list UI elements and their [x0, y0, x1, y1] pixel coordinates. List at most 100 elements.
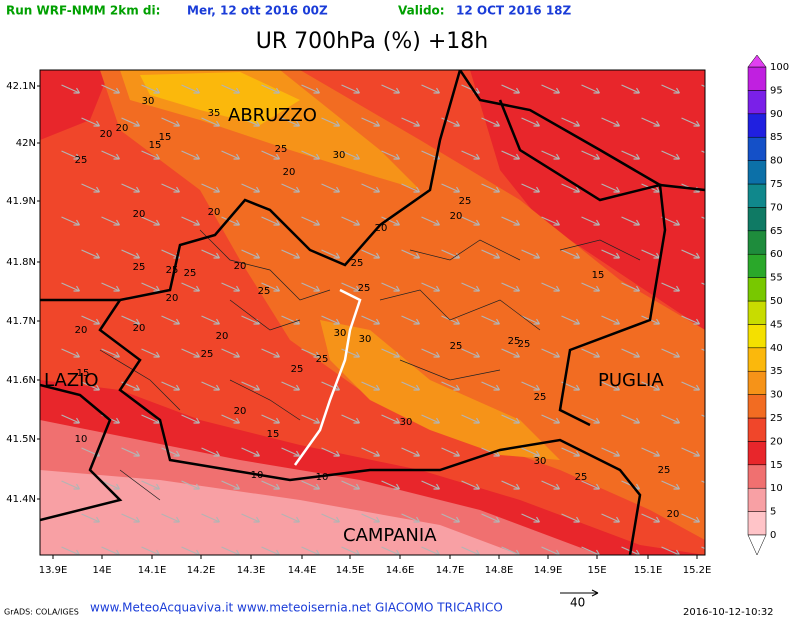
wind-arrow [722, 514, 740, 522]
map-frame [39, 69, 706, 556]
wind-arrow [341, 546, 361, 555]
wind-arrow [361, 381, 381, 391]
wind-arrow [321, 117, 341, 127]
wind-arrow [341, 348, 361, 358]
wind-arrow [521, 315, 541, 325]
contour-label: 25 [358, 283, 371, 294]
wind-arrow [61, 282, 81, 292]
contour-label: 25 [316, 354, 329, 365]
wind-arrow [101, 150, 121, 160]
run-date: Mer, 12 ott 2016 00Z [187, 4, 328, 18]
colorbar-swatch [747, 324, 767, 349]
colorbar-label: 85 [770, 132, 783, 143]
contour-label: 10 [75, 434, 88, 445]
wind-arrow [81, 315, 101, 325]
colorbar-label: 55 [770, 273, 783, 284]
wind-arrow [481, 117, 501, 127]
contour-label: 25 [275, 144, 288, 155]
wind-arrow [581, 216, 601, 226]
wind-arrow [301, 84, 321, 94]
contour-label: 15 [592, 270, 605, 281]
wind-arrow [401, 381, 421, 391]
wind-arrow [261, 216, 281, 226]
wind-vectors [61, 84, 740, 555]
wind-arrow [501, 282, 521, 292]
wind-arrow [581, 282, 601, 292]
wind-arrow [361, 513, 381, 523]
vector-scale: 40 [570, 596, 585, 610]
colorbar-swatch [747, 253, 767, 278]
wind-arrow [161, 315, 181, 325]
wind-arrow [361, 183, 381, 193]
lon-label: 15.1E [634, 565, 663, 576]
wind-arrow [261, 150, 281, 160]
field-30 [320, 320, 560, 460]
wind-arrow [581, 480, 601, 490]
wind-arrow [521, 447, 541, 457]
colorbar-swatch [747, 487, 767, 512]
molise-campania-border [293, 288, 362, 466]
wind-arrow [261, 282, 281, 292]
wind-arrow [541, 480, 561, 490]
contour-label: 30 [534, 456, 547, 467]
lat-label: 41.4N [6, 494, 36, 505]
wind-arrow [81, 513, 101, 523]
wind-arrow [401, 447, 421, 457]
wind-arrow [681, 513, 701, 523]
vector-scale-head [591, 589, 599, 597]
wind-arrow [661, 282, 681, 292]
wind-arrow [421, 348, 441, 358]
lat-label: 41.9N [6, 196, 36, 207]
wind-arrow [221, 348, 241, 358]
wind-arrow [201, 513, 221, 523]
wind-arrow [681, 249, 701, 259]
lon-label: 13.9E [39, 565, 68, 576]
wind-arrow [381, 348, 401, 358]
contour-label: 10 [251, 470, 264, 481]
valid-label: Valido: [398, 4, 445, 18]
lon-label: 14E [92, 565, 111, 576]
colorbar-label: 60 [770, 249, 783, 260]
lat-label: 42N [16, 138, 36, 149]
wind-arrow [501, 348, 521, 358]
colorbar-label: 65 [770, 226, 783, 237]
wind-arrow [561, 249, 581, 259]
wind-arrow [641, 381, 661, 391]
lon-label: 15.2E [683, 565, 712, 576]
contour-label: 25 [575, 472, 588, 483]
wind-arrow [581, 348, 601, 358]
field-5 [40, 470, 520, 555]
contour-label: 15 [149, 140, 162, 151]
colorbar-label: 15 [770, 460, 783, 471]
wind-arrow [161, 183, 181, 193]
wind-arrow [421, 282, 441, 292]
wind-arrow [401, 183, 421, 193]
wind-arrow [201, 249, 221, 259]
wind-arrow [481, 381, 501, 391]
wind-arrow [241, 447, 261, 457]
wind-arrow [61, 546, 81, 555]
wind-arrow [141, 216, 161, 226]
wind-arrow [561, 183, 581, 193]
contour-label: 15 [159, 132, 172, 143]
wind-arrow [321, 447, 341, 457]
wind-arrow [681, 117, 701, 127]
wind-arrow [722, 118, 740, 126]
wind-arrow [621, 150, 641, 160]
wind-arrow [581, 150, 601, 160]
wind-arrow [341, 480, 361, 490]
contour-label: 25 [75, 155, 88, 166]
wind-arrow [101, 84, 121, 94]
wind-arrow [481, 249, 501, 259]
wind-arrow [601, 183, 621, 193]
wind-arrow [121, 315, 141, 325]
wind-arrow [361, 249, 381, 259]
wind-arrow [441, 381, 461, 391]
wind-arrow [341, 282, 361, 292]
wind-arrow [621, 84, 641, 94]
colorbar-swatch [747, 90, 767, 115]
wind-arrow [521, 117, 541, 127]
wind-arrow [121, 447, 141, 457]
wind-arrow [301, 150, 321, 160]
contour-label: 20 [116, 123, 129, 134]
